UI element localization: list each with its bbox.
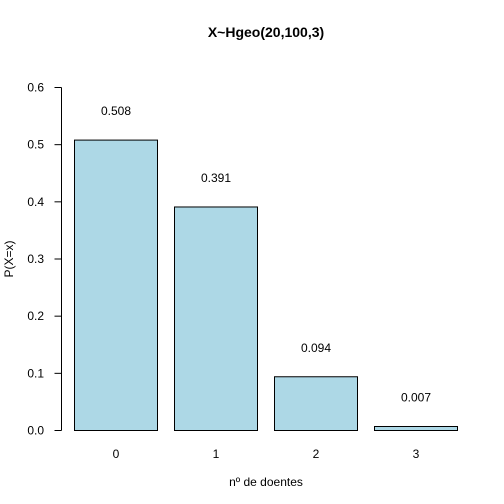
x-tick-labels: 0 1 2 3	[113, 447, 420, 461]
y-tick-label: 0.5	[27, 138, 44, 152]
y-tick-label: 0.1	[27, 366, 44, 380]
y-axis-label: P(X=x)	[2, 240, 16, 277]
x-axis-label: nº de doentes	[229, 475, 303, 489]
y-tick-label: 0.0	[27, 424, 44, 438]
data-label: 0.391	[201, 171, 231, 185]
data-label: 0.094	[301, 341, 331, 355]
bar	[174, 206, 258, 431]
data-label: 0.508	[101, 104, 131, 118]
y-tick-label: 0.3	[27, 252, 44, 266]
x-tick-label: 1	[213, 447, 220, 461]
x-tick-label: 0	[113, 447, 120, 461]
y-tick-label: 0.2	[27, 309, 44, 323]
x-tick-label: 3	[413, 447, 420, 461]
data-label: 0.007	[401, 390, 431, 404]
x-tick-label: 2	[313, 447, 320, 461]
bar	[274, 376, 358, 432]
bars	[74, 139, 458, 432]
y-tick-label: 0.4	[27, 195, 44, 209]
data-labels: 0.508 0.391 0.094 0.007	[101, 104, 431, 404]
y-tick-label: 0.6	[27, 81, 44, 95]
chart-title: X~Hgeo(20,100,3)	[208, 24, 324, 40]
y-axis: 0.0 0.1 0.2 0.3 0.4 0.5 0.6	[27, 81, 62, 438]
bar	[374, 425, 458, 431]
bar	[74, 139, 158, 432]
